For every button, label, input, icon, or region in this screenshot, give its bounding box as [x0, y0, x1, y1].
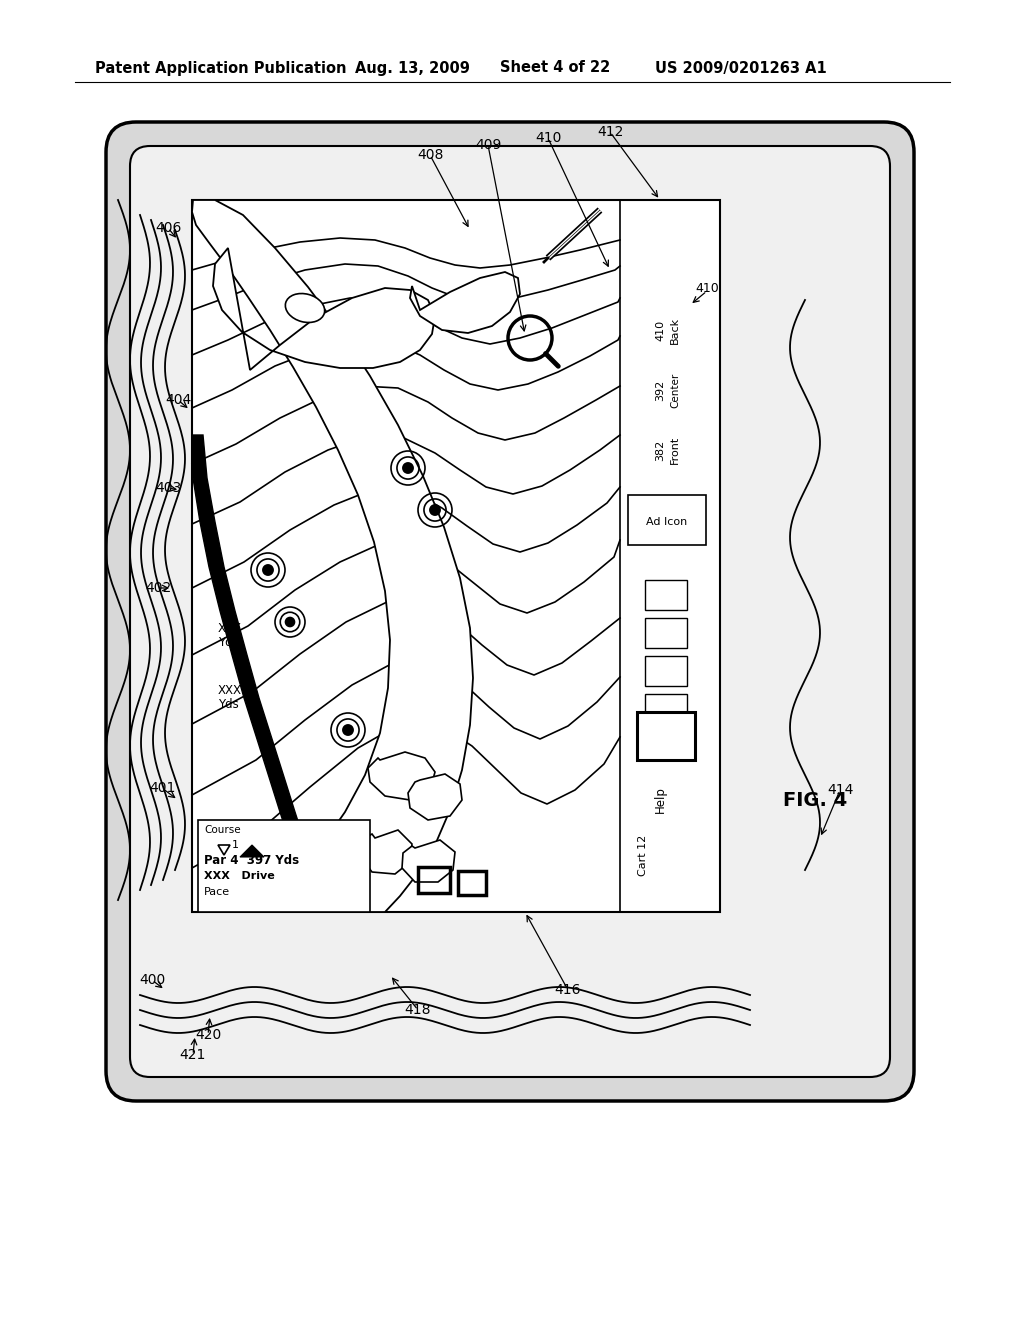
Polygon shape [193, 201, 473, 912]
Text: Course: Course [204, 825, 241, 836]
Text: 410: 410 [535, 131, 561, 145]
Text: Center: Center [670, 372, 680, 408]
Bar [637, 711, 695, 760]
Polygon shape [402, 840, 455, 882]
Text: 1: 1 [232, 840, 239, 850]
Circle shape [286, 618, 295, 627]
Text: 382: 382 [655, 440, 665, 461]
Bar [458, 871, 486, 895]
Text: Front: Front [670, 436, 680, 465]
Text: Help: Help [653, 787, 667, 813]
Polygon shape [193, 436, 325, 912]
Text: 400: 400 [139, 973, 165, 987]
Text: 410: 410 [655, 319, 665, 341]
Polygon shape [213, 248, 435, 370]
Text: Sheet 4 of 22: Sheet 4 of 22 [500, 61, 610, 75]
Bar [645, 656, 687, 686]
Text: Yds: Yds [218, 635, 239, 648]
Circle shape [402, 463, 413, 473]
Text: 403: 403 [155, 480, 181, 495]
Text: 412: 412 [597, 125, 624, 139]
Bar [198, 820, 370, 912]
Text: XXX   Drive: XXX Drive [204, 871, 274, 880]
Text: Yds: Yds [218, 697, 239, 710]
Text: Pace: Pace [204, 887, 230, 898]
Bar [645, 694, 687, 723]
Text: Par 4  397 Yds: Par 4 397 Yds [204, 854, 299, 866]
FancyBboxPatch shape [130, 147, 890, 1077]
Text: 406: 406 [155, 220, 181, 235]
Polygon shape [240, 845, 264, 857]
Text: 414: 414 [826, 783, 853, 797]
FancyBboxPatch shape [132, 148, 888, 1074]
Polygon shape [360, 830, 412, 874]
Text: XXX: XXX [218, 684, 242, 697]
Text: 402: 402 [144, 581, 171, 595]
Text: 392: 392 [655, 379, 665, 401]
Polygon shape [368, 752, 435, 800]
Text: 421: 421 [180, 1048, 206, 1063]
Text: Aug. 13, 2009: Aug. 13, 2009 [355, 61, 470, 75]
Polygon shape [410, 272, 520, 333]
Ellipse shape [286, 293, 325, 322]
Polygon shape [408, 774, 462, 820]
Bar [645, 579, 687, 610]
Text: 416: 416 [555, 983, 582, 997]
Text: US 2009/0201263 A1: US 2009/0201263 A1 [655, 61, 826, 75]
Text: 409: 409 [475, 139, 501, 152]
Bar [193, 201, 720, 912]
Text: 410: 410 [695, 281, 719, 294]
Text: FIG. 4: FIG. 4 [783, 791, 847, 809]
Text: Ad Icon: Ad Icon [646, 517, 688, 527]
Text: XXX: XXX [218, 622, 242, 635]
Text: 401: 401 [148, 781, 175, 795]
Bar [628, 495, 706, 545]
Circle shape [430, 504, 440, 515]
Circle shape [263, 565, 273, 576]
Text: 404: 404 [165, 393, 191, 407]
Text: 420: 420 [195, 1028, 221, 1041]
Bar [645, 618, 687, 648]
Text: Cart 12: Cart 12 [638, 834, 648, 875]
Text: Back: Back [670, 317, 680, 343]
Bar [418, 867, 450, 894]
FancyBboxPatch shape [106, 121, 914, 1101]
Text: 418: 418 [404, 1003, 431, 1016]
Circle shape [343, 725, 353, 735]
Text: Patent Application Publication: Patent Application Publication [95, 61, 346, 75]
Text: 408: 408 [417, 148, 443, 162]
